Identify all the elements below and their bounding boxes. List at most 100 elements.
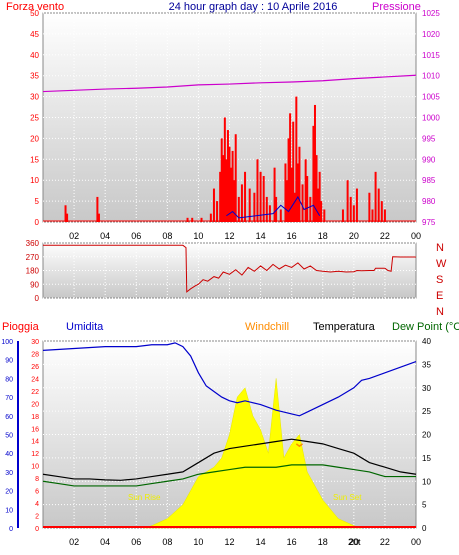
humidity-tick-label: 50 [5,433,13,440]
wind-bar [222,155,225,222]
wind-bar [186,217,189,222]
wind-tick-label: 15 [30,155,39,164]
legend-windchill: Windchill [245,321,289,333]
solar-area [143,378,362,529]
humidity-line [42,342,417,417]
wind-tick-label: 35 [30,72,39,81]
humidity-tick-label: 40 [5,451,13,458]
x-tick-label-bottom: 02 [69,537,79,547]
wind-bar [293,192,296,222]
wind-bar [262,176,265,222]
x-tick-label-top: 06 [131,231,141,241]
rain-tick-label: 0 [35,526,39,533]
rain-tick-label: 14 [31,439,39,446]
humidity-tick-label: 70 [5,395,13,402]
direction-letter: S [436,274,443,286]
x-tick-label-top: 10 [193,231,203,241]
x-tick-label-bottom: 08 [162,537,172,547]
wind-bar [200,217,203,222]
wind-bar [346,180,349,222]
wind-bar [304,159,307,222]
wind-bar [312,125,315,222]
rain-tick-label: 8 [35,476,39,483]
gust-line [226,195,321,219]
humidity-tick-label: 60 [5,414,13,421]
rain-tick-label: 6 [35,489,39,496]
x-tick-label-bottom: 22 [380,537,390,547]
wind-bar [191,217,194,222]
x-tick-label-bottom: 12 [224,537,234,547]
rain-tick-label: 18 [31,414,39,421]
rain-tick-label: 20 [31,401,39,408]
wind-bar [226,130,229,222]
wind-bar [352,205,355,222]
temp-tick-label: 40 [422,337,431,346]
direction-tick-label: 0 [35,294,40,303]
temp-tick-label: 15 [422,454,431,463]
wind-bar [97,213,100,222]
temp-tick-label: 20 [422,431,431,440]
pressure-tick-label: 980 [422,197,436,206]
legend-humidity: Umidita [66,321,104,333]
wind-bar [216,201,219,222]
direction-letter: E [436,290,443,302]
wind-bar [273,167,276,222]
chart-title: 24 hour graph day : 10 Aprile 2016 [169,1,338,13]
humidity-tick-label: 100 [1,339,13,346]
wind-tick-label: 30 [30,93,39,102]
pressure-tick-label: 1015 [422,51,440,60]
wind-bar [231,150,234,222]
axis-labels: 0510152025303540455097598098599099510001… [1,9,447,547]
wind-bar [96,196,99,222]
humidity-tick-label: 20 [5,489,13,496]
direction-tick-label: 360 [26,239,40,248]
wind-tick-label: 25 [30,114,39,123]
wind-bar [292,121,295,222]
wind-bar [380,201,383,222]
wind-tick-label: 50 [30,9,39,18]
x-tick-label-top: 02 [69,231,79,241]
legend-dewpoint: Dew Point (°C [392,321,459,333]
x-tick-label-top: 04 [100,231,110,241]
pressure-tick-label: 1025 [422,9,440,18]
windchill-line [295,443,303,448]
rain-tick-label: 12 [31,451,39,458]
wind-bar [383,209,386,222]
direction-tick-label: 180 [26,267,40,276]
wind-bar [225,159,228,222]
x-tick-label-top: 14 [256,231,266,241]
rain-tick-label: 10 [31,464,39,471]
wind-tick-label: 5 [35,197,40,206]
pressure-tick-label: 1000 [422,114,440,123]
pressure-tick-label: 1005 [422,93,440,102]
x-tick-label-top: 12 [224,231,234,241]
temp-tick-label: 25 [422,407,431,416]
x-tick-label-top: 22 [380,231,390,241]
wind-bar [233,180,236,222]
wind-bar [228,146,231,222]
rain-tick-label: 28 [31,351,39,358]
wind-bar [253,192,256,222]
wind-bar [279,209,282,222]
x-tick-label-bottom: 10 [193,537,203,547]
wind-bar [209,213,212,222]
x-tick-label-bottom: 20 [349,537,359,547]
wind-bar [295,96,298,222]
wind-bar [318,171,321,222]
temp-tick-label: 30 [422,384,431,393]
wind-bar [306,176,309,222]
direction-line [43,244,416,293]
wind-bar [220,138,223,222]
wind-bar [248,188,251,222]
temp-tick-label: 5 [422,501,427,510]
wind-bar [223,117,226,222]
rain-tick-label: 16 [31,426,39,433]
direction-letter: W [436,258,447,270]
legend-rain: Pioggia [2,321,40,333]
wind-bar [301,184,304,222]
wind-tick-label: 0 [35,218,40,227]
x-tick-label-top: 18 [318,231,328,241]
wind-bar [368,192,371,222]
wind-bar [289,113,292,222]
direction-tick-label: 90 [30,280,39,289]
